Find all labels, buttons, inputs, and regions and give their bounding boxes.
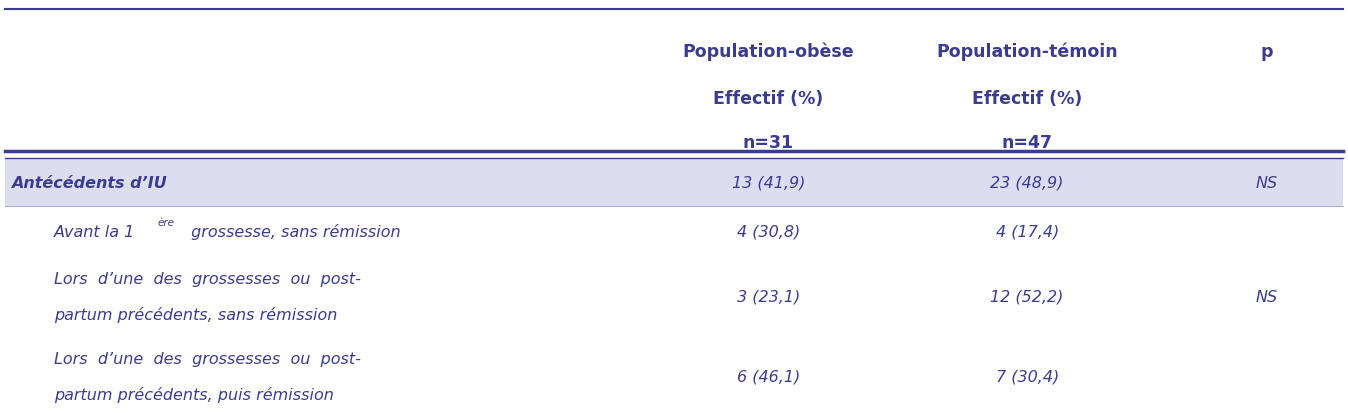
Text: 6 (46,1): 6 (46,1)	[737, 369, 799, 384]
Text: Antécédents d’IU: Antécédents d’IU	[11, 176, 167, 190]
Text: Avant la 1: Avant la 1	[54, 224, 135, 240]
Text: NS: NS	[1256, 176, 1278, 190]
Text: 4 (17,4): 4 (17,4)	[996, 224, 1058, 240]
Text: p: p	[1260, 43, 1274, 61]
Text: NS: NS	[1256, 289, 1278, 304]
Text: 23 (48,9): 23 (48,9)	[991, 176, 1064, 190]
Text: Effectif (%): Effectif (%)	[713, 89, 824, 107]
Text: Population-témoin: Population-témoin	[937, 43, 1117, 61]
Text: n=31: n=31	[743, 133, 794, 152]
Text: Population-obèse: Population-obèse	[682, 43, 855, 61]
Text: n=47: n=47	[1002, 133, 1053, 152]
Text: 13 (41,9): 13 (41,9)	[732, 176, 805, 190]
Text: 12 (52,2): 12 (52,2)	[991, 289, 1064, 304]
Text: partum précédents, puis rémission: partum précédents, puis rémission	[54, 386, 334, 402]
Text: 7 (30,4): 7 (30,4)	[996, 369, 1058, 384]
Text: 4 (30,8): 4 (30,8)	[737, 224, 799, 240]
Bar	[5, 159, 1343, 207]
Text: 3 (23,1): 3 (23,1)	[737, 289, 799, 304]
Text: Lors  d’une  des  grossesses  ou  post-: Lors d’une des grossesses ou post-	[54, 272, 361, 287]
Text: Lors  d’une  des  grossesses  ou  post-: Lors d’une des grossesses ou post-	[54, 351, 361, 366]
Text: partum précédents, sans rémission: partum précédents, sans rémission	[54, 306, 337, 322]
Text: ère: ère	[158, 217, 175, 228]
Text: Effectif (%): Effectif (%)	[972, 89, 1082, 107]
Text: grossesse, sans rémission: grossesse, sans rémission	[186, 224, 400, 240]
